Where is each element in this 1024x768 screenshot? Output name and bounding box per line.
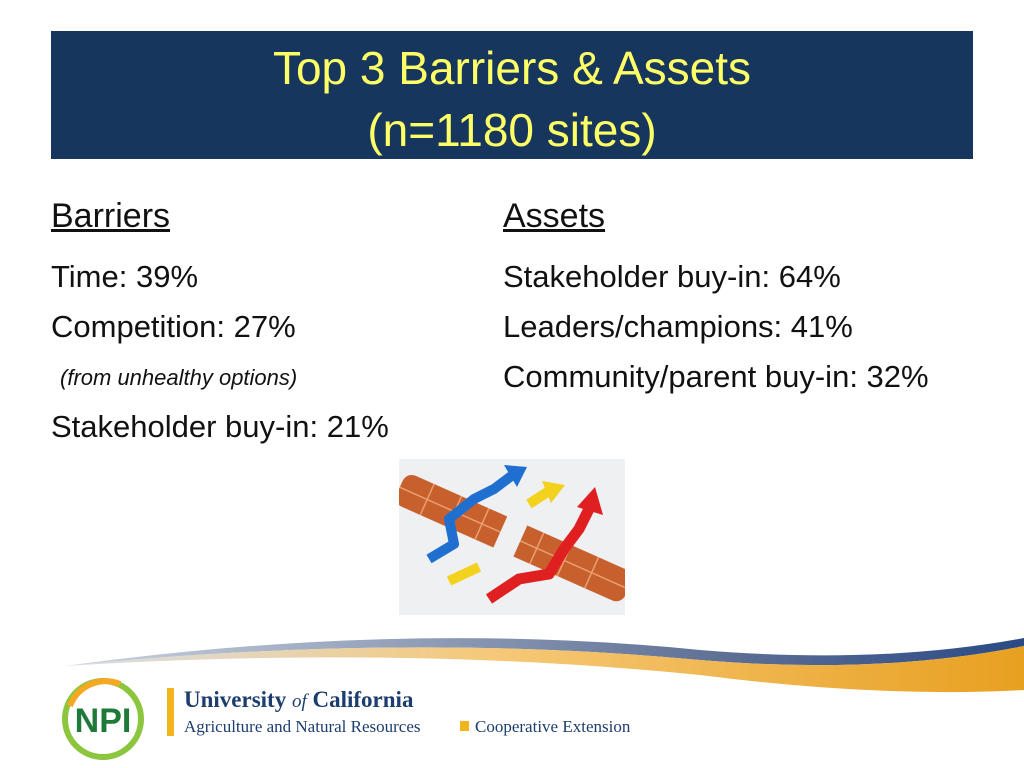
university: University bbox=[184, 687, 287, 712]
asset-item: Leaders/champions: 41% bbox=[503, 309, 853, 344]
divider-bar bbox=[167, 688, 174, 736]
barrier-item: Time: 39% bbox=[51, 259, 199, 294]
division: Agriculture and Natural Resources bbox=[184, 717, 421, 736]
of: of bbox=[291, 691, 307, 712]
assets-heading: Assets bbox=[503, 197, 606, 235]
california: California bbox=[312, 687, 414, 712]
barriers-heading: Barriers bbox=[51, 197, 171, 235]
title-banner: Top 3 Barriers & Assets (n=1180 sites) bbox=[51, 31, 973, 159]
asset-item: Stakeholder buy-in: 64% bbox=[503, 259, 841, 294]
asset-item: Community/parent buy-in: 32% bbox=[503, 359, 929, 394]
bullet-square bbox=[460, 721, 469, 731]
barrier-item: Stakeholder buy-in: 21% bbox=[51, 409, 389, 444]
extension: Cooperative Extension bbox=[475, 717, 631, 736]
title: Top 3 Barriers & Assets bbox=[272, 42, 752, 94]
barrier-item: Competition: 27% bbox=[51, 309, 296, 344]
subtitle: (n=1180 sites) bbox=[367, 104, 657, 156]
logo-mark: NPI bbox=[75, 702, 132, 740]
barrier-note: (from unhealthy options) bbox=[60, 365, 298, 390]
barrier-illustration bbox=[399, 459, 625, 615]
university-name: University of California bbox=[184, 686, 413, 716]
footer-swoosh bbox=[65, 638, 1024, 693]
npi-logo: NPI bbox=[62, 678, 144, 760]
